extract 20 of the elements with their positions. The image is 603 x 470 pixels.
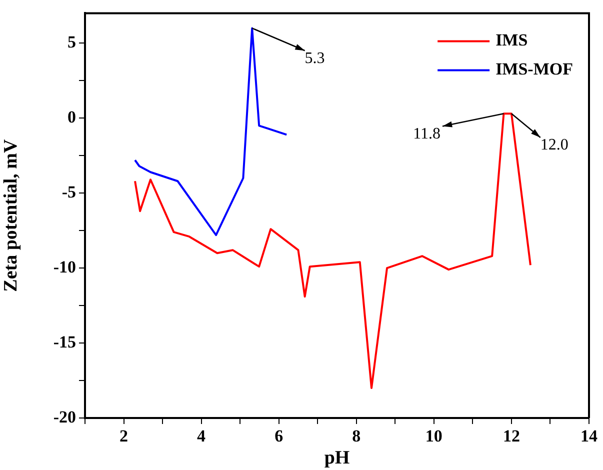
x-tick-label: 2 <box>120 426 128 446</box>
x-tick-label: 14 <box>580 426 598 446</box>
y-tick-label: -20 <box>53 407 76 426</box>
x-tick-label: 12 <box>502 426 520 446</box>
annotation: 5.3 <box>304 50 325 67</box>
annotation: 12.0 <box>540 136 568 154</box>
y-tick-label: -5 <box>62 182 76 202</box>
y-axis-title: Zeta potential, mV <box>0 139 22 292</box>
x-tick-label: 6 <box>274 426 284 446</box>
legend-label: IMS-MOF <box>496 60 574 79</box>
y-tick-label: 0 <box>68 108 76 127</box>
x-axis-title: pH <box>324 448 350 469</box>
x-tick-label: 10 <box>425 426 442 446</box>
x-tick-label: 8 <box>352 426 361 446</box>
y-tick-label: -10 <box>53 257 76 276</box>
legend-label: IMS <box>496 30 528 50</box>
y-tick-label: -15 <box>53 332 76 352</box>
y-tick-label: 5 <box>68 32 76 52</box>
x-tick-label: 4 <box>197 426 206 446</box>
annotation: 11.8 <box>413 125 441 142</box>
